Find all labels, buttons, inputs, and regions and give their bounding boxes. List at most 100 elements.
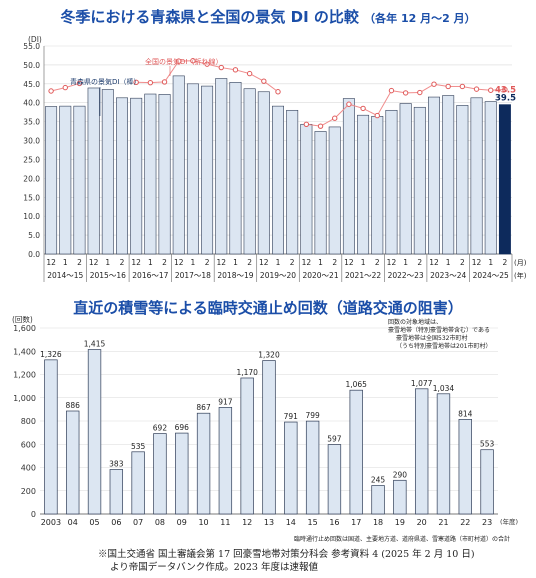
- chart2-x-tick-label: 08: [155, 518, 165, 527]
- chart1-x-year-group-label: 2017～18: [175, 271, 211, 280]
- chart1-x-month-label: 1: [276, 258, 281, 267]
- chart1-x-month-label: 2: [375, 258, 380, 267]
- chart1-x-month-label: 12: [387, 258, 397, 267]
- chart1-x-month-label: 2: [290, 258, 295, 267]
- chart2-y-tick-label: 400: [21, 464, 36, 473]
- chart1-line-segment: [419, 83, 435, 93]
- chart2-bar: [87, 349, 102, 515]
- chart2-x-tick-label: 14: [286, 518, 296, 527]
- chart1-bar: [130, 97, 143, 255]
- chart1-x-month-label: 1: [148, 258, 153, 267]
- chart2-x-tick-label: 19: [395, 518, 405, 527]
- chart1-bar: [328, 126, 341, 255]
- chart2-bar-value-label: 535: [131, 442, 146, 451]
- chart1-x-month-label: 12: [216, 258, 226, 267]
- chart1-bar: [101, 89, 114, 255]
- chart1-bar: [158, 94, 171, 255]
- chart1-line-point: [488, 87, 494, 93]
- chart2-y-tick-label: 1,600: [13, 324, 36, 333]
- chart1-bar: [201, 85, 214, 255]
- chart2-bar: [480, 449, 494, 515]
- chart1-x-month-label: 1: [446, 258, 451, 267]
- chart1-line-point: [204, 61, 210, 67]
- chart2-x-tick-label: 18: [373, 518, 383, 527]
- chart2-bar-value-label: 1,170: [236, 368, 258, 377]
- chart1-bar: [484, 101, 497, 255]
- chart2-road-closure-bar-chart: (回数) 0 200 400 600 800 1,000 1,200 1,400 1,600 1,3…: [12, 316, 518, 543]
- chart2-bar-value-label: 814: [458, 409, 473, 418]
- chart1-x-month-label: 2: [205, 258, 210, 267]
- chart1-year-unit: (年): [514, 271, 527, 280]
- chart1-x-month-label: 1: [318, 258, 323, 267]
- chart1-x-month-label: 1: [63, 258, 68, 267]
- chart1-line-segment: [376, 90, 392, 116]
- chart2-x-tick-label: 13: [264, 518, 274, 527]
- chart1-line-point: [62, 84, 68, 91]
- chart1-x-month-label: 12: [259, 258, 269, 267]
- chart1-y-tick-label: 55.0: [23, 42, 40, 51]
- chart1-x-month-label: 12: [302, 258, 312, 267]
- chart2-bar: [240, 377, 254, 515]
- chart2-bar-value-label: 1,415: [84, 340, 106, 349]
- chart2-x-tick-label: 21: [438, 518, 448, 527]
- chart1-x-month-label: 2: [247, 258, 252, 267]
- chart1-line-point: [388, 87, 395, 94]
- chart2-x-tick-label: 15: [308, 518, 318, 527]
- chart2-x-tick-label: 22: [460, 518, 470, 527]
- chart1-line-point: [445, 83, 451, 90]
- chart1-y-tick-label: 20.0: [23, 174, 40, 183]
- chart2-bar-value-label: 1,077: [411, 379, 433, 388]
- chart2-bar: [175, 432, 189, 515]
- chart1-x-month-label: 1: [233, 258, 238, 267]
- chart1-line-point: [402, 90, 409, 96]
- chart2-bar-value-label: 867: [196, 403, 211, 412]
- chart2-bar-value-label: 245: [371, 476, 386, 485]
- chart1-y-tick-label: 25.0: [23, 155, 40, 164]
- chart2-bar: [393, 479, 407, 515]
- chart1-bar: [45, 106, 58, 255]
- chart1-bar: [498, 104, 511, 255]
- chart1-line-point: [246, 70, 253, 77]
- chart2-bar-value-label: 696: [175, 423, 190, 432]
- chart1-dual-series-bar-line: (DI) 0.0 5.0 10.0 15.0 20.0 25.0 30.0 35.0 40.0 45…: [23, 35, 527, 282]
- chart1-x-month-label: 12: [429, 258, 439, 267]
- chart1-x-year-group-label: 2021～22: [345, 271, 381, 280]
- chart1-bar: [186, 83, 199, 255]
- chart1-line-point: [303, 121, 310, 127]
- chart2-bar-value-label: 290: [393, 470, 408, 479]
- chart2-bar-value-label: 597: [327, 435, 342, 444]
- chart1-x-year-group-label: 2024～25: [473, 271, 509, 280]
- chart1-bar: [286, 109, 299, 255]
- chart2-x-tick-label: 11: [220, 518, 230, 527]
- chart1-line-point: [459, 83, 466, 90]
- chart2-bar-value-label: 886: [66, 401, 81, 410]
- chart2-bar-value-label: 799: [305, 411, 320, 420]
- chart2-y-tick-label: 0: [31, 510, 36, 519]
- chart2-bar-value-label: 383: [109, 459, 124, 468]
- chart2-bar: [458, 419, 472, 515]
- chart2-x-tick-label: 06: [111, 518, 121, 527]
- chart1-x-month-label: 1: [488, 258, 493, 267]
- chart1-x-month-label: 2: [503, 258, 508, 267]
- chart2-y-tick-label: 600: [21, 440, 36, 449]
- chart1-line-point: [176, 58, 182, 64]
- chart1-line-point: [346, 101, 352, 107]
- chart1-series-label-aomori: 青森県の景気DI（棒）: [70, 77, 140, 86]
- chart2-x-tick-label: 05: [89, 518, 99, 527]
- chart1-x-year-group-label: 2022～23: [388, 271, 424, 280]
- chart1-x-year-group-label: 2018～19: [217, 271, 253, 280]
- chart1-line-segment: [164, 60, 180, 83]
- chart1-line-point: [218, 64, 224, 71]
- chart1-bar: [215, 78, 228, 255]
- chart1-x-year-group-label: 2015～16: [90, 271, 126, 280]
- chart2-bar-value-label: 692: [153, 424, 168, 433]
- chart1-x-year-group-label: 2014～15: [47, 271, 83, 280]
- chart1-title: 冬季における青森県と全国の景気 DI の比較 （各年 12 月～2 月）: [0, 6, 536, 27]
- chart1-x-month-label: 12: [89, 258, 99, 267]
- chart1-title-main: 冬季における青森県と全国の景気 DI の比較: [60, 8, 359, 26]
- chart2-annotation-line: （うち特別豪雪地帯は201市町村）: [396, 342, 491, 350]
- chart2-y-tick-label: 200: [21, 487, 36, 496]
- chart1-y-tick-label: 15.0: [23, 193, 40, 202]
- chart1-x-month-label: 1: [361, 258, 366, 267]
- chart2-annotation-line: 回数の対象地域は、: [388, 318, 442, 326]
